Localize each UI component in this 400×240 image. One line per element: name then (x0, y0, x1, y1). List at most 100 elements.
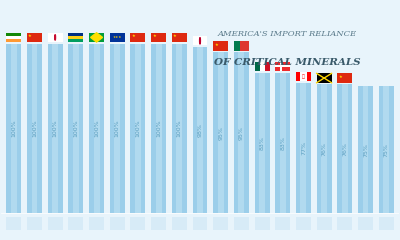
Text: 83%: 83% (280, 136, 285, 150)
Bar (317, 84, 332, 213)
Bar (275, 65, 290, 67)
Bar (110, 44, 125, 213)
Bar (89, 33, 104, 42)
Bar (255, 61, 260, 71)
Bar (130, 33, 145, 42)
Bar (176, 44, 182, 213)
Bar (234, 216, 249, 230)
Bar (358, 216, 373, 230)
Text: AMERICA'S IMPORT RELIANCE: AMERICA'S IMPORT RELIANCE (218, 30, 357, 38)
Text: 75%: 75% (384, 143, 389, 156)
Bar (27, 216, 42, 230)
Text: 95%: 95% (218, 126, 223, 140)
Bar (337, 216, 352, 230)
Bar (156, 44, 162, 213)
Bar (275, 61, 290, 71)
Bar (280, 72, 286, 213)
Bar (68, 36, 83, 39)
Text: ★: ★ (28, 35, 32, 38)
Text: 83%: 83% (260, 136, 264, 150)
Bar (89, 44, 104, 213)
Bar (296, 83, 311, 213)
Bar (255, 216, 270, 230)
Bar (68, 33, 83, 36)
Bar (151, 216, 166, 230)
Bar (48, 216, 63, 230)
Text: 100%: 100% (115, 120, 120, 137)
Bar (151, 44, 166, 213)
Text: 100%: 100% (156, 120, 161, 137)
Text: ★: ★ (152, 35, 156, 38)
Bar (68, 39, 83, 42)
Bar (94, 44, 100, 213)
Bar (213, 216, 228, 230)
Bar (11, 44, 17, 213)
Text: ★: ★ (132, 35, 135, 38)
Bar (358, 86, 373, 213)
Text: 100%: 100% (136, 120, 140, 137)
Text: 75%: 75% (363, 143, 368, 156)
Bar (296, 72, 311, 81)
Circle shape (55, 35, 56, 40)
Bar (317, 73, 332, 83)
Bar (259, 72, 265, 213)
Bar (172, 33, 187, 42)
Bar (6, 36, 21, 39)
Bar (6, 44, 21, 213)
Bar (89, 216, 104, 230)
Text: ★: ★ (214, 43, 218, 47)
Bar (68, 44, 83, 213)
Bar (379, 216, 394, 230)
Bar (48, 44, 63, 213)
Bar (234, 52, 249, 213)
Text: 98%: 98% (198, 123, 202, 137)
Bar (238, 52, 244, 213)
Bar (6, 216, 21, 230)
Polygon shape (90, 33, 102, 42)
Bar (337, 73, 352, 83)
Bar (151, 33, 166, 42)
Text: 🍁: 🍁 (302, 74, 305, 79)
Text: OF CRITICAL MINERALS: OF CRITICAL MINERALS (214, 58, 361, 67)
Bar (362, 86, 368, 213)
Text: 95%: 95% (239, 126, 244, 140)
Bar (192, 47, 208, 213)
Bar (275, 72, 290, 213)
Bar (275, 216, 290, 230)
Bar (379, 86, 394, 213)
Bar (234, 41, 240, 51)
Bar (130, 216, 145, 230)
Bar (260, 61, 264, 71)
Bar (321, 84, 327, 213)
Bar (213, 41, 228, 51)
Bar (383, 86, 389, 213)
Text: 77%: 77% (301, 141, 306, 155)
Bar (197, 47, 203, 213)
Text: ★: ★ (173, 35, 177, 38)
Bar (192, 216, 208, 230)
Text: 100%: 100% (32, 120, 37, 137)
Text: ★: ★ (338, 75, 342, 79)
Bar (192, 36, 208, 45)
Text: 100%: 100% (73, 120, 78, 137)
Bar (255, 72, 270, 213)
Bar (6, 33, 21, 36)
Bar (52, 44, 58, 213)
Bar (110, 33, 125, 42)
Bar (300, 72, 307, 81)
Bar (27, 33, 42, 42)
Bar (114, 44, 120, 213)
Bar (27, 44, 42, 213)
Bar (337, 84, 352, 213)
Bar (130, 44, 145, 213)
Bar (48, 33, 63, 42)
Bar (6, 39, 21, 42)
Text: ★★★: ★★★ (112, 35, 122, 39)
Bar (317, 216, 332, 230)
Bar (342, 84, 348, 213)
Bar (110, 216, 125, 230)
Bar (280, 61, 282, 71)
Bar (296, 216, 311, 230)
Text: 100%: 100% (177, 120, 182, 137)
Bar (68, 216, 83, 230)
